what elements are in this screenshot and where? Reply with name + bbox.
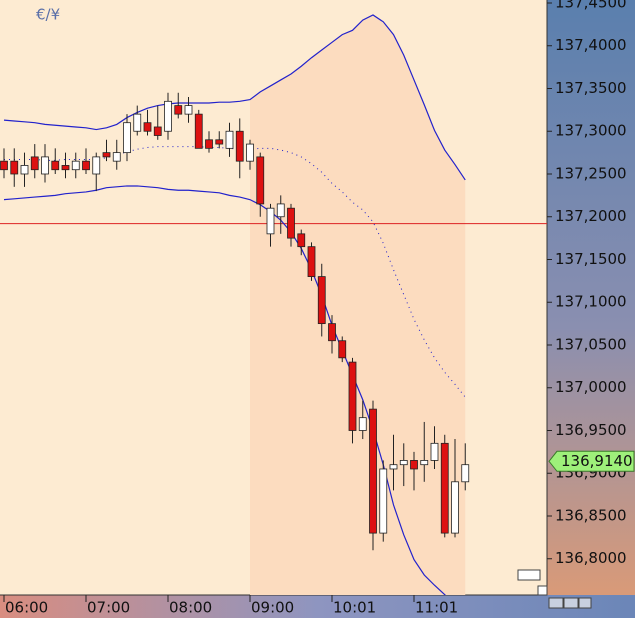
candle-body — [10, 160, 19, 175]
candle-body — [133, 113, 142, 132]
candle-body — [194, 113, 203, 149]
candle-body — [338, 340, 347, 359]
price-tag — [548, 450, 635, 472]
candle-body — [410, 460, 418, 470]
x-tick-label: 07:00 — [87, 599, 130, 617]
candle-body — [112, 152, 121, 162]
button[interactable] — [578, 597, 592, 609]
x-tick-label: 11:01 — [415, 599, 458, 617]
candle-body — [164, 100, 172, 132]
y-tick-label: 137,0000 — [555, 378, 627, 396]
candle-body — [51, 160, 60, 171]
upper-band — [3, 14, 466, 181]
candle-body — [420, 460, 429, 466]
band-shade — [250, 14, 466, 595]
y-tick-label: 137,1000 — [555, 293, 627, 311]
candle-body — [461, 464, 470, 483]
y-tick-label: 137,1500 — [555, 250, 627, 268]
y-tick-label: 136,8000 — [555, 549, 627, 567]
x-tick-label: 10:01 — [333, 599, 376, 617]
y-tick-label: 137,3500 — [555, 79, 627, 97]
candle-body — [399, 460, 408, 466]
candle-body — [205, 139, 213, 149]
candle-body — [256, 156, 265, 205]
candle-body — [358, 417, 367, 431]
candle-body — [215, 139, 224, 145]
lower-band — [3, 185, 446, 595]
x-tick-label: 08:00 — [169, 599, 212, 617]
plot — [0, 14, 547, 595]
candle-body — [41, 156, 49, 175]
candle-body — [430, 442, 439, 461]
candle-body — [317, 276, 326, 325]
y-axis-panel — [547, 0, 635, 595]
candle-body — [174, 105, 183, 115]
candle-body — [379, 468, 388, 534]
candle-body — [82, 160, 90, 171]
candle-body — [451, 481, 459, 534]
candle-body — [92, 156, 101, 175]
y-tick-label: 137,2000 — [555, 207, 627, 225]
candle-body — [328, 323, 336, 342]
candle-body — [389, 464, 398, 470]
y-tick-label: 137,2500 — [555, 164, 627, 182]
candle-body — [153, 126, 162, 136]
y-tick-label: 137,0500 — [555, 335, 627, 353]
button[interactable] — [563, 597, 579, 609]
candle-body — [348, 361, 357, 431]
button[interactable] — [548, 597, 564, 609]
candle-body — [61, 165, 70, 171]
x-axis-panel — [0, 595, 635, 618]
candle-body — [71, 160, 80, 171]
y-tick-label: 136,9500 — [555, 421, 627, 439]
y-tick-label: 137,4500 — [555, 0, 627, 11]
candle-body — [369, 408, 377, 534]
candle-body — [0, 160, 8, 171]
candle-body — [143, 122, 152, 132]
icon[interactable] — [537, 585, 548, 596]
candle-body — [287, 207, 295, 239]
candle-body — [225, 130, 234, 149]
candle-body — [235, 130, 244, 162]
middle-band — [4, 146, 466, 398]
y-tick-label: 136,8500 — [555, 506, 627, 524]
x-tick-label: 09:00 — [251, 599, 294, 617]
x-tick-label: 06:00 — [5, 599, 48, 617]
candle-body — [20, 165, 29, 175]
candle-body — [246, 143, 254, 162]
candle-body — [440, 442, 449, 534]
candle-body — [184, 105, 193, 115]
candle-body — [102, 152, 111, 158]
scroll-icons[interactable] — [517, 569, 592, 609]
candle-body — [123, 122, 131, 154]
y-tick-label: 137,3000 — [555, 122, 627, 140]
candle-body — [30, 156, 39, 171]
candle-body — [276, 203, 285, 218]
candle-body — [307, 246, 316, 277]
y-tick-label: 137,4000 — [555, 36, 627, 54]
icon[interactable] — [517, 569, 541, 581]
candle-body — [297, 233, 306, 248]
chart-title: €/¥ — [36, 6, 60, 24]
price-tag-label: 136,9140 — [561, 452, 633, 470]
candle-body — [266, 207, 275, 235]
axes: 137,4500 137,4000 137,3500 137,3000 137,2500… — [3, 0, 635, 617]
